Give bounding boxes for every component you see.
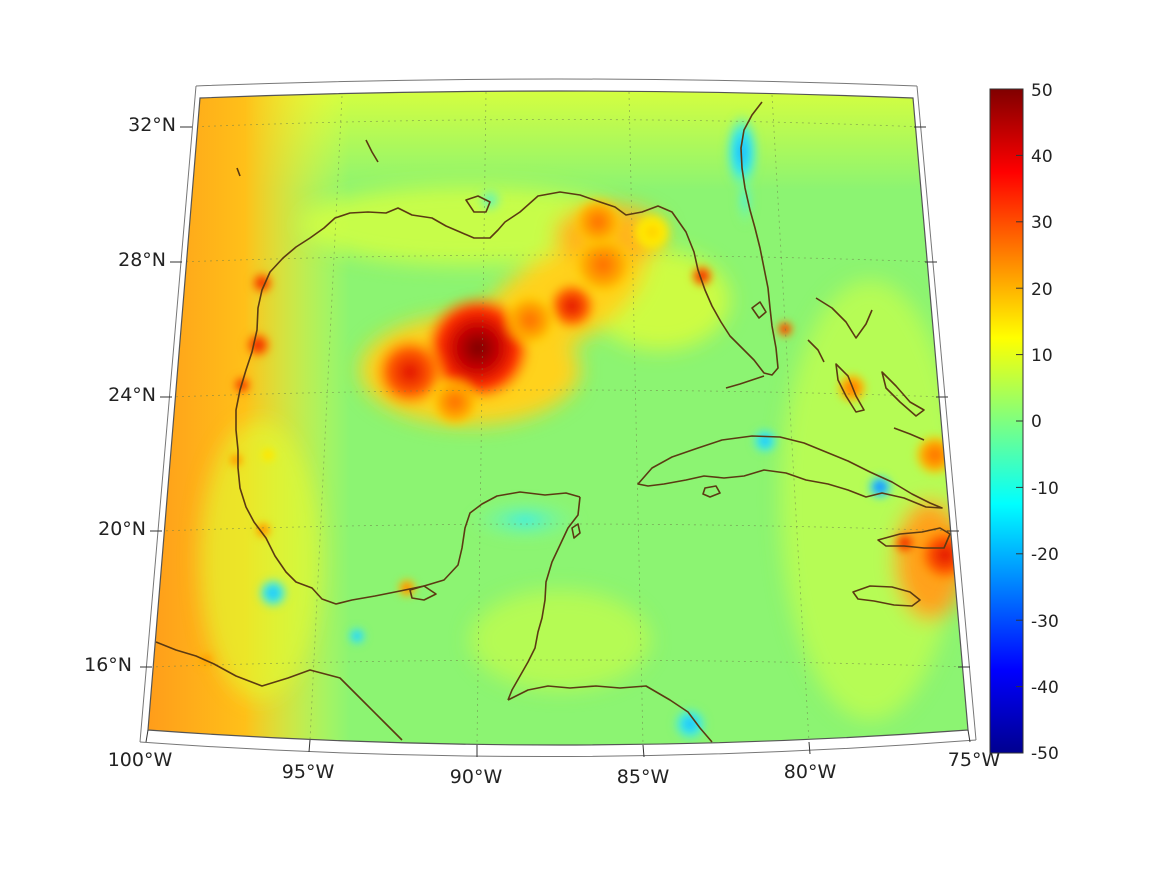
colorbar-label-neg30: -30	[1031, 612, 1059, 632]
latitude-labels: 32°N 28°N 24°N 20°N 16°N	[84, 114, 970, 676]
coastlines	[155, 101, 951, 743]
colorbar-label-neg10: -10	[1031, 479, 1059, 499]
colorbar-label-10: 10	[1031, 346, 1053, 366]
colorbar-label-40: 40	[1031, 147, 1053, 167]
colorbar-label-neg50: -50	[1031, 744, 1059, 764]
lon-label-100w: 100°W	[108, 749, 173, 771]
colorbar-ticks	[1016, 154, 1023, 688]
lat-label-20: 20°N	[98, 518, 146, 540]
map-frame-top	[195, 78, 918, 87]
lat-label-24: 24°N	[108, 384, 156, 406]
map-frame-left	[139, 85, 197, 743]
map-frame-bottom	[139, 739, 977, 758]
colorbar: 50 40 30 20 10 0 -10 -20 -30 -40 -50	[989, 81, 1059, 764]
lon-label-75w: 75°W	[948, 749, 1001, 771]
lat-label-16: 16°N	[84, 654, 132, 676]
lat-label-32: 32°N	[128, 114, 176, 136]
lon-label-80w: 80°W	[784, 761, 837, 783]
colorbar-label-20: 20	[1031, 280, 1053, 300]
lon-label-85w: 85°W	[617, 766, 670, 788]
colorbar-label-50: 50	[1031, 81, 1053, 101]
longitude-labels: 100°W 95°W 90°W 85°W 80°W 75°W	[108, 729, 1001, 788]
lat-label-28: 28°N	[118, 249, 166, 271]
graticule	[149, 91, 968, 745]
map-frame	[147, 90, 969, 746]
lon-label-95w: 95°W	[282, 761, 335, 783]
map-frame-right	[916, 85, 977, 741]
anomaly-field	[148, 91, 968, 745]
colorbar-label-0: 0	[1031, 412, 1042, 432]
lon-label-90w: 90°W	[450, 766, 503, 788]
colorbar-label-neg20: -20	[1031, 545, 1059, 565]
colorbar-label-30: 30	[1031, 213, 1053, 233]
colorbar-label-neg40: -40	[1031, 678, 1059, 698]
